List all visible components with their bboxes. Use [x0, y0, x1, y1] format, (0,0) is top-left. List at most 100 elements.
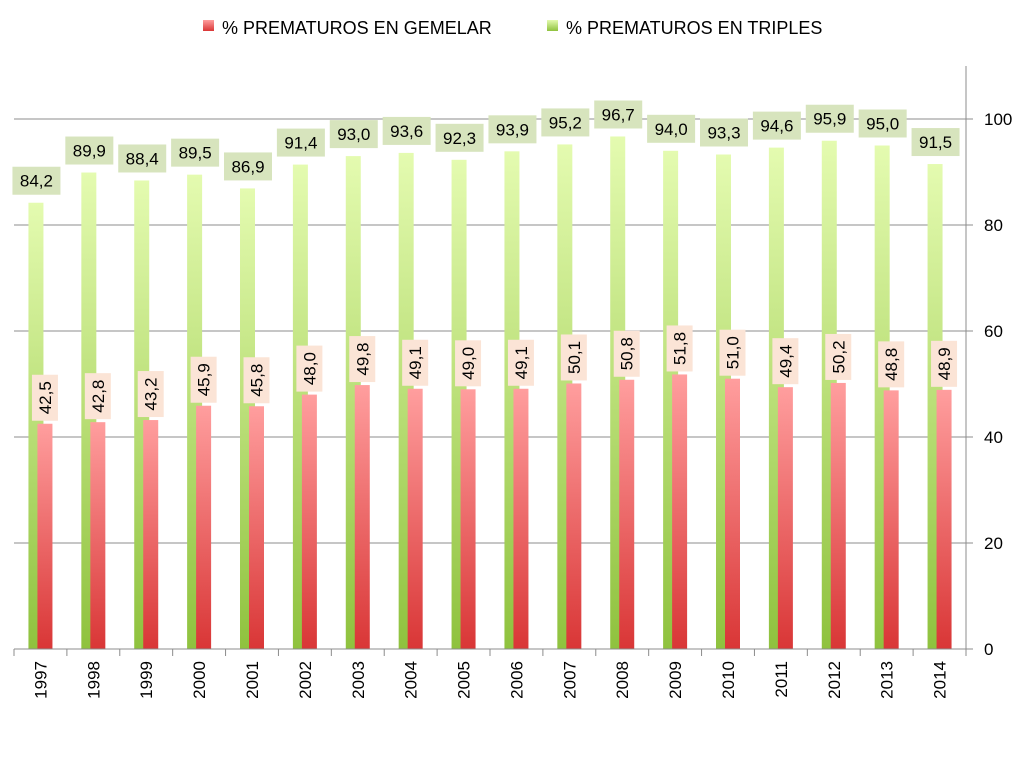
data-label-gemelar: 50,8 [618, 337, 637, 370]
data-label-box-triples [171, 138, 220, 167]
bar-gemelar [672, 374, 688, 649]
x-category-label: 2000 [190, 661, 209, 699]
data-label-triples: 95,2 [549, 113, 582, 132]
bar-gemelar [407, 388, 423, 649]
x-category-label: 2002 [296, 661, 315, 699]
x-category-label: 2003 [349, 661, 368, 699]
x-category-label: 2009 [666, 661, 685, 699]
data-label-box-gemelar [296, 345, 323, 392]
data-label-box-triples [224, 152, 272, 181]
x-category-label: 1998 [84, 661, 103, 699]
bars [28, 136, 952, 650]
axes: 0 20 40 60 80 100 1997 1998 1999 2000 2001 2002 2003… [13, 66, 1012, 699]
data-label-gemelar: 50,2 [829, 340, 848, 373]
data-label-box-triples [752, 111, 801, 140]
data-label-gemelar: 48,8 [882, 348, 901, 381]
bar-gemelar [249, 406, 264, 649]
data-label-triples: 93,6 [390, 122, 423, 141]
data-label-box-gemelar [349, 336, 376, 383]
data-label-box-triples [118, 144, 167, 173]
data-label-triples: 91,4 [284, 134, 317, 153]
data-label-triples: 93,9 [496, 120, 529, 139]
x-category-label: 2012 [825, 661, 844, 699]
x-category-label: 2013 [878, 661, 897, 699]
data-label-triples: 95,0 [866, 115, 899, 134]
data-label-gemelar: 49,4 [776, 345, 795, 378]
data-label-box-triples [911, 128, 960, 157]
data-label-triples: 96,7 [602, 105, 635, 124]
y-tick-label: 80 [984, 216, 1003, 235]
bar-gemelar [619, 379, 635, 649]
x-category-label: 2006 [507, 661, 526, 699]
data-label-box-gemelar [666, 325, 693, 372]
bar-gemelar [777, 387, 793, 649]
bar-gemelar [354, 385, 370, 649]
data-label-gemelar: 50,1 [565, 341, 584, 374]
data-label-triples: 84,2 [20, 172, 53, 191]
data-label-box-gemelar [719, 329, 746, 376]
data-label-box-gemelar [931, 340, 958, 387]
data-label-box-triples [647, 114, 696, 143]
x-category-label: 2005 [455, 661, 474, 699]
data-label-box-gemelar [772, 338, 799, 385]
x-category-label: 1999 [137, 661, 156, 699]
data-label-box-gemelar [507, 339, 534, 386]
bar-gemelar [883, 390, 899, 649]
data-label-gemelar: 42,8 [89, 380, 108, 413]
data-label-triples: 95,9 [813, 110, 846, 129]
legend: % PREMATUROS EN GEMELAR % PREMATUROS EN … [203, 18, 822, 38]
data-label-triples: 89,9 [73, 142, 106, 161]
data-label-gemelar: 48,9 [935, 347, 954, 380]
x-category-label: 2014 [931, 661, 950, 699]
bar-gemelar [460, 389, 476, 649]
legend-swatch-triples [547, 20, 558, 31]
y-tick-label: 0 [984, 640, 993, 659]
data-label-triples: 88,4 [126, 149, 159, 168]
bar-gemelar [830, 382, 846, 649]
data-label-triples: 93,3 [707, 124, 740, 143]
y-tick-label: 100 [984, 110, 1012, 129]
bar-gemelar [90, 422, 106, 649]
bar-gemelar [196, 405, 212, 649]
data-label-box-triples [276, 128, 325, 157]
data-label-gemelar: 42,5 [36, 381, 55, 414]
legend-label-gemelar: % PREMATUROS EN GEMELAR [222, 18, 492, 38]
data-label-triples: 92,3 [443, 129, 476, 148]
bar-gemelar [725, 378, 740, 649]
bar-gemelar [936, 389, 952, 649]
x-category-label: 2010 [719, 661, 738, 699]
data-label-box-gemelar [825, 333, 852, 380]
x-category-label: 2001 [243, 661, 262, 699]
data-label-box-gemelar [84, 373, 111, 420]
data-label-triples: 93,0 [337, 125, 370, 144]
data-label-triples: 94,6 [760, 117, 793, 136]
data-label-box-triples [12, 166, 61, 195]
x-category-label: 2004 [402, 661, 421, 699]
x-category-label: 2008 [613, 661, 632, 699]
legend-label-triples: % PREMATUROS EN TRIPLES [566, 18, 822, 38]
data-label-triples: 89,5 [179, 144, 212, 163]
data-label-gemelar: 51,0 [724, 336, 743, 369]
data-label-gemelar: 49,1 [512, 346, 531, 379]
data-label-box-gemelar [243, 357, 270, 404]
data-label-box-triples [700, 118, 748, 147]
x-category-label: 2011 [772, 661, 791, 698]
data-label-box-triples [435, 123, 484, 152]
legend-swatch-gemelar [203, 20, 214, 31]
y-tick-label: 40 [984, 428, 1003, 447]
data-labels: 84,2 89,9 88,4 89,5 86,9 91,4 93,0 93,6 92,3 93,9… [12, 100, 960, 421]
data-label-box-triples [858, 109, 907, 138]
data-label-triples: 86,9 [231, 157, 264, 176]
bar-gemelar [37, 423, 53, 649]
data-label-box-triples [382, 116, 431, 145]
data-label-box-gemelar [878, 341, 905, 388]
data-label-gemelar: 48,0 [300, 352, 319, 385]
data-label-triples: 91,5 [919, 133, 952, 152]
data-label-gemelar: 49,1 [406, 346, 425, 379]
data-label-box-gemelar [455, 340, 482, 387]
x-category-label: 2007 [560, 661, 579, 699]
data-label-gemelar: 45,8 [248, 364, 267, 397]
data-label-box-gemelar [402, 339, 429, 386]
data-label-gemelar: 45,9 [195, 363, 214, 396]
